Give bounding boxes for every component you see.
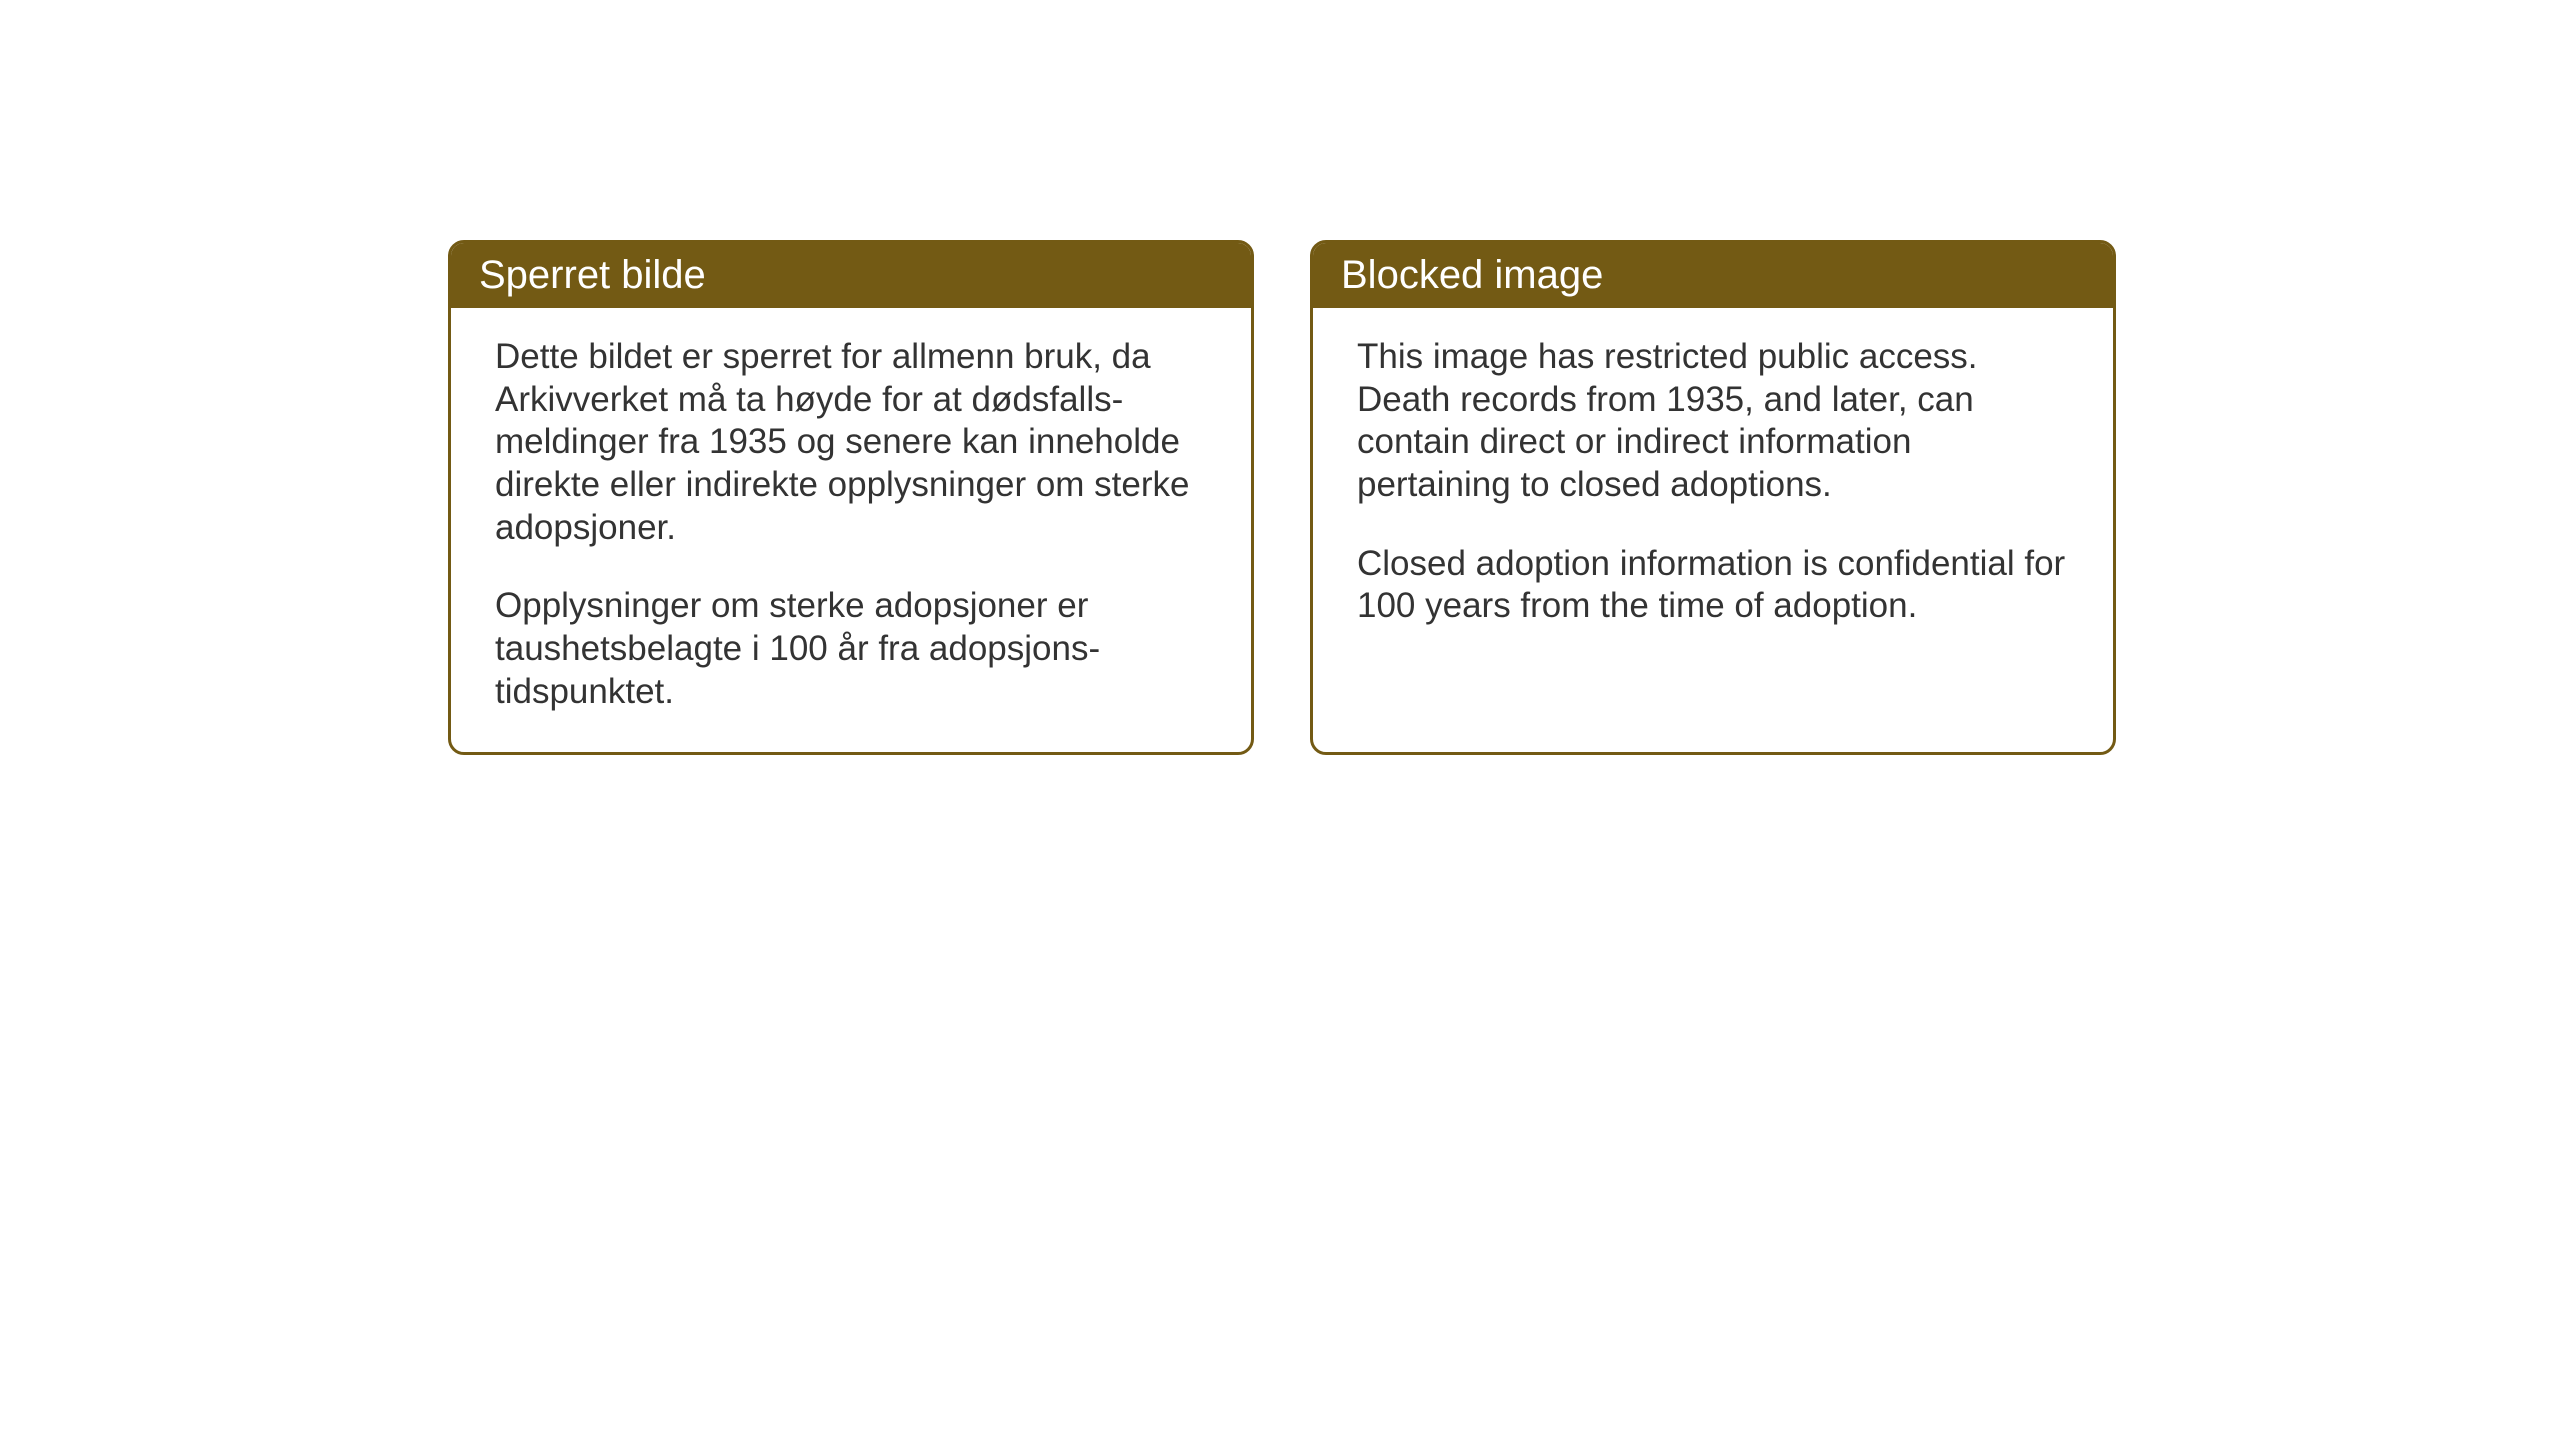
- notice-paragraph-1-english: This image has restricted public access.…: [1357, 336, 2069, 507]
- notice-paragraph-2-english: Closed adoption information is confident…: [1357, 543, 2069, 628]
- notice-header-english: Blocked image: [1313, 243, 2113, 308]
- notice-header-norwegian: Sperret bilde: [451, 243, 1251, 308]
- notice-body-english: This image has restricted public access.…: [1313, 308, 2113, 666]
- notice-body-norwegian: Dette bildet er sperret for allmenn bruk…: [451, 308, 1251, 752]
- notice-card-english: Blocked image This image has restricted …: [1310, 240, 2116, 755]
- notice-card-norwegian: Sperret bilde Dette bildet er sperret fo…: [448, 240, 1254, 755]
- notice-container: Sperret bilde Dette bildet er sperret fo…: [448, 240, 2116, 755]
- notice-paragraph-1-norwegian: Dette bildet er sperret for allmenn bruk…: [495, 336, 1207, 549]
- notice-paragraph-2-norwegian: Opplysninger om sterke adopsjoner er tau…: [495, 585, 1207, 713]
